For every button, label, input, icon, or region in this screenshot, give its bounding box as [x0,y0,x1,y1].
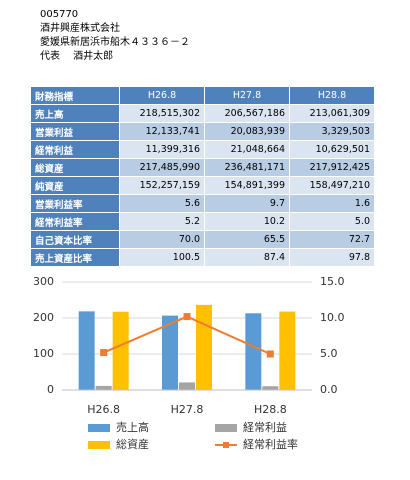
table-cell: 217,485,990 [119,158,205,177]
table-cell: 236,481,171 [204,158,290,177]
y2-tick-label: 10.0 [320,311,345,324]
company-representative: 代表 酒井太郎 [40,51,114,62]
bar [179,382,195,390]
table-cell: 営業利益率 [30,194,120,213]
table-cell: 12,133,741 [119,122,205,141]
legend-swatch [88,424,110,432]
table-cell: 9.7 [204,194,290,213]
bar [279,311,296,390]
table-cell: 217,912,425 [289,158,375,177]
company-address: 愛媛県新居浜市船木４３３６－２ [40,37,190,48]
table-cell: 213,061,309 [289,104,375,123]
bar [196,304,212,390]
financial-table: 財務指標 H26.8 H27.8 H28.8 売上高 218,515,302 206,567… [30,86,375,267]
table-cell: 純資産 [30,176,120,195]
legend-swatch [215,424,237,432]
company-code: 005770 [40,9,79,20]
table-cell: 1.6 [289,194,375,213]
table-cell: 97.8 [289,248,375,267]
legend-swatch [223,442,229,448]
table-row: 売上資産比率 100.5 87.4 97.8 [30,248,375,267]
table-cell: 売上高 [30,104,120,123]
table-row: 財務指標 H26.8 H27.8 H28.8 [30,86,375,105]
table-cell: 152,257,159 [119,176,205,195]
table-cell: 20,083,939 [204,122,290,141]
x-tick-label: H27.8 [171,403,204,416]
table-row: 営業利益 12,133,741 20,083,939 3,329,503 [30,122,375,141]
table-row: 売上高 218,515,302 206,567,186 213,061,309 [30,104,375,123]
line-marker [100,349,108,357]
table-cell: 営業利益 [30,122,120,141]
table-row: 経常利益率 5.2 10.2 5.0 [30,212,375,231]
table-cell: H28.8 [289,86,375,105]
table-cell: 154,891,399 [204,176,290,195]
table-row: 総資産 217,485,990 236,481,171 217,912,425 [30,158,375,177]
bar [162,315,178,390]
bar [95,385,112,390]
y-tick-label: 0 [47,383,54,396]
table-cell: 5.0 [289,212,375,231]
y2-tick-label: 15.0 [320,275,345,288]
y-tick-label: 100 [33,347,54,360]
table-cell: 10,629,501 [289,140,375,159]
table-row: 経常利益 11,399,316 21,048,664 10,629,501 [30,140,375,159]
company-name: 酒井興産株式会社 [40,23,120,34]
legend-label: 経常利益 [243,420,287,434]
table-cell: 売上資産比率 [30,248,120,267]
table-cell: 経常利益率 [30,212,120,231]
table-cell: 11,399,316 [119,140,205,159]
table-cell: 自己資本比率 [30,230,120,249]
line-marker [183,313,191,321]
table-cell: 72.7 [289,230,375,249]
table-cell: 87.4 [204,248,290,267]
table-row: 営業利益率 5.6 9.7 1.6 [30,194,375,213]
table-cell: 3,329,503 [289,122,375,141]
table-cell: 経常利益 [30,140,120,159]
table-cell: H27.8 [204,86,290,105]
legend-label: 経常利益率 [243,437,298,451]
table-cell: 206,567,186 [204,104,290,123]
legend-swatch [88,441,110,449]
x-tick-label: H26.8 [87,403,120,416]
table-cell: 65.5 [204,230,290,249]
table-cell: 10.2 [204,212,290,231]
table-cell: 218,515,302 [119,104,205,123]
table-cell: 70.0 [119,230,205,249]
y2-tick-label: 5.0 [320,347,338,360]
y2-tick-label: 0.0 [320,383,338,396]
legend-label: 売上高 [116,420,149,434]
y-tick-label: 300 [33,275,54,288]
table-cell: 総資産 [30,158,120,177]
bar [112,311,129,390]
company-header: 005770 酒井興産株式会社 愛媛県新居浜市船木４３３６－２ 代表 酒井太郎 [40,8,190,64]
bar [78,311,95,390]
table-cell: H26.8 [119,86,205,105]
table-cell: 財務指標 [30,86,120,105]
table-cell: 5.6 [119,194,205,213]
y-tick-label: 200 [33,311,54,324]
table-cell: 5.2 [119,212,205,231]
table-cell: 21,048,664 [204,140,290,159]
table-row: 純資産 152,257,159 154,891,399 158,497,210 [30,176,375,195]
bar [245,313,262,390]
x-tick-label: H28.8 [254,403,287,416]
chart: 0 100 200 300 0.0 5.0 10.0 15.0 H26.8 H27.8 H28.8 売… [33,275,345,451]
table-cell: 158,497,210 [289,176,375,195]
table-row: 自己資本比率 70.0 65.5 72.7 [30,230,375,249]
line-marker [266,350,274,358]
bar [262,386,279,390]
legend-label: 総資産 [116,437,149,451]
table-cell: 100.5 [119,248,205,267]
